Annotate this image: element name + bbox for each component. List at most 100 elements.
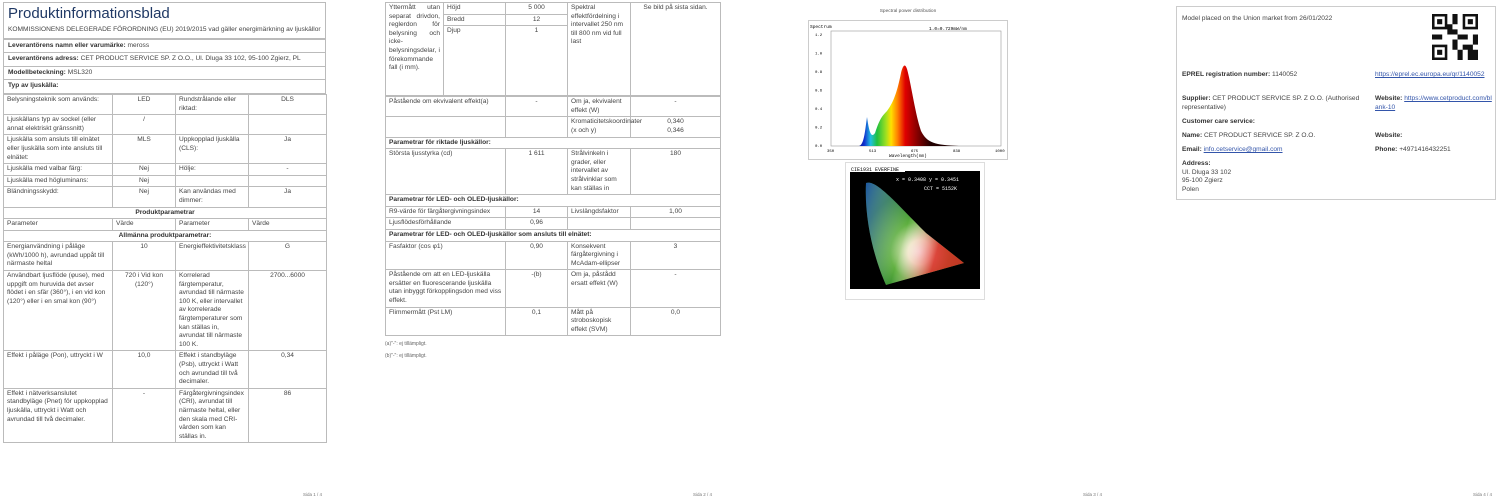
spectrum-y-tick: 0.4 xyxy=(815,108,823,112)
meta-row: Typ av ljuskälla: xyxy=(3,79,326,94)
parameter-label: Största ljusstyrka (cd) xyxy=(385,148,506,196)
parameter-label: Flimmermått (Pst LM) xyxy=(385,306,506,337)
spectrum-y-tick: 1.0 xyxy=(815,53,823,57)
spectrum-x-tick: 675 xyxy=(911,150,919,154)
parameter-label: Påstående om att en LED-ljuskälla ersätt… xyxy=(385,269,506,308)
dim-name: Djup xyxy=(443,25,506,97)
table-row: Påstående om att en LED-ljuskälla ersätt… xyxy=(385,269,721,308)
spectrum-ylabel: Spectrum xyxy=(810,24,832,30)
dim-name: Bredd xyxy=(443,13,506,27)
spectrum-x-tick: 513 xyxy=(869,150,877,154)
parameter-label: Rundstrålande eller riktad: xyxy=(175,93,249,116)
parameter-value xyxy=(248,114,327,136)
parameter-label: Belysningsteknik som används: xyxy=(3,93,113,116)
meta-value: meross xyxy=(127,41,150,49)
spectrum-y-tick: 0.6 xyxy=(815,90,823,94)
table-row: Bländningsskydd: Nej Kan användas med dimm… xyxy=(3,186,327,208)
meta-row: Leverantörens namn eller varumärke: mero… xyxy=(3,38,326,54)
eprel-link[interactable]: https://eprel.ec.europa.eu/qr/1140052 xyxy=(1375,71,1485,78)
led-parameters-table: Påstående om ekvivalent effekt(a) - Om ja,… xyxy=(385,96,721,337)
meta-value: CET PRODUCT SERVICE SP. Z O.O., Ul. Dlug… xyxy=(80,55,301,63)
parameter-value: 1 611 xyxy=(505,148,568,196)
parameter-label: Konsekvent färgåtergivning i McAdam-elli… xyxy=(567,240,631,271)
spectrum-x-tick: 350 xyxy=(827,150,835,154)
table-row: R9-värde för färgåtergivningsindex 14 Livs… xyxy=(385,205,721,219)
parameter-label: Korrelerad färgtemperatur, avrundad till… xyxy=(175,270,249,352)
meta-cell: Leverantörens adress: CET PRODUCT SERVIC… xyxy=(3,52,326,67)
cie-coords: x = 0.3408 y = 0.3451 xyxy=(896,177,959,183)
cie-diagram-image: CIE1931 EVERFINE x = 0.3408 y = 0.3451 C… xyxy=(845,162,985,300)
page-4-contact-box: Model placed on the Union market from 26… xyxy=(1176,6,1496,200)
parameter-value: DLS xyxy=(248,93,327,116)
eprel-label: EPREL registration number: xyxy=(1182,71,1271,78)
parameter-label xyxy=(385,116,506,138)
table-row: Belysningsteknik som används: LED Rundstrå… xyxy=(3,93,327,116)
meta-label: Modellbeteckning: xyxy=(8,68,66,76)
product-parameters-table: Belysningsteknik som används: LED Rundstrå… xyxy=(3,93,327,444)
section-heading: Parametrar för riktade ljuskällor: xyxy=(385,136,721,150)
table-row: Ljuskällans typ av sockel (eller annat e… xyxy=(3,114,327,136)
parameter-label: Ljuskälla med valbar färg: xyxy=(3,163,113,176)
table-row: Största ljusstyrka (cd) 1 611 Strålvinkeln… xyxy=(385,148,721,196)
footnote: (b)"-": ej tillämpligt. xyxy=(385,353,427,360)
page-number: Sida 4 / 4 xyxy=(1473,492,1493,497)
spectrum-image: Spectrum 1.0=0.729mW/nm Wavelength(nm) 3… xyxy=(808,20,1008,160)
spectrum-curve xyxy=(831,65,959,146)
parameter-value: - xyxy=(630,96,721,118)
parameter-label: Ljusflödesförhållande xyxy=(385,217,506,230)
qr-code-icon[interactable] xyxy=(1432,14,1478,60)
parameter-label: Ljuskälla som ansluts till elnätet eller… xyxy=(3,134,113,165)
parameter-value: Ja xyxy=(248,134,327,165)
parameter-value: 14 xyxy=(505,205,568,219)
parameter-value: 3 xyxy=(630,240,721,271)
parameter-value: Värde xyxy=(112,218,176,231)
parameter-value: Nej xyxy=(112,186,176,208)
parameter-label: Energieffektivitetsklass xyxy=(175,241,249,272)
parameter-value xyxy=(630,217,721,230)
parameter-label: Användbart ljusflöde (φuse), med uppgift… xyxy=(3,270,113,352)
dim-value: 12 xyxy=(505,13,568,27)
page-number: Sida 2 / 4 xyxy=(693,492,713,497)
meta-value: MSL320 xyxy=(67,68,93,76)
section-heading: Parametrar för LED- och OLED-ljuskällor: xyxy=(385,194,721,207)
website-link[interactable]: https://www.cetproduct.com/blank-10 xyxy=(1375,95,1492,111)
phone-label: Phone: xyxy=(1375,146,1398,153)
regulation-text: KOMMISSIONENS DELEGERADE FÖRORDNING (EU)… xyxy=(3,25,326,39)
table-row: Ljuskälla som ansluts till elnätet eller… xyxy=(3,134,327,165)
parameter-value: Nej xyxy=(112,174,176,188)
table-row: Påstående om ekvivalent effekt(a) - Om ja,… xyxy=(385,96,721,118)
parameter-value: - xyxy=(112,387,176,444)
table-heading: Allmänna produktparametrar: xyxy=(3,229,327,243)
spectral-label: Spektral effektfördelning i intervallet … xyxy=(567,1,631,97)
spectrum-xlabel: Wavelength(nm) xyxy=(889,153,927,159)
parameter-label: Påstående om ekvivalent effekt(a) xyxy=(385,96,506,118)
parameter-value: 86 xyxy=(248,387,327,444)
email-link[interactable]: info.cetservice@gmail.com xyxy=(1203,146,1283,153)
spectrum-note: 1.0=0.729mW/nm xyxy=(929,26,967,32)
spectrum-x-tick: 838 xyxy=(953,150,961,154)
dim-value: 1 xyxy=(505,25,568,97)
parameter-label: Färgåtergivningsindex (CRI), avrundat ti… xyxy=(175,387,249,444)
table-row: Parametrar för LED- och OLED-ljuskällor: xyxy=(385,194,721,207)
parameter-label: Kan användas med dimmer: xyxy=(175,186,249,208)
dimensions-label: Yttermått utan separat drivdon, reglerdo… xyxy=(385,1,444,97)
parameter-value: 180 xyxy=(630,148,721,196)
table-row: Flimmermått (Pst LM) 0,1 Mått på strobosko… xyxy=(385,306,721,337)
eprel-value: 1140052 xyxy=(1272,71,1298,78)
table-heading: Produktparametrar xyxy=(3,206,327,220)
parameter-value: 1,00 xyxy=(630,205,721,219)
parameter-value: / xyxy=(112,114,176,136)
parameter-label: Parameter xyxy=(3,218,113,231)
spectrum-plot: Spectrum 1.0=0.729mW/nm Wavelength(nm) 3… xyxy=(810,24,1005,159)
parameter-label: Ljuskälla med högluminans: xyxy=(3,174,113,188)
address-line: Ul. Dluga 33 102 xyxy=(1182,168,1232,176)
supplier-label: Supplier: xyxy=(1182,95,1211,102)
table-row: Ljuskälla med högluminans: Nej xyxy=(3,174,327,188)
parameter-label xyxy=(175,114,249,136)
spectrum-y-tick: 1.2 xyxy=(815,34,823,38)
phone-value: +4971416432251 xyxy=(1399,146,1451,153)
parameter-value: 0,96 xyxy=(505,217,568,230)
page-title: Produktinformationsblad xyxy=(8,5,170,22)
parameter-label: Bländningsskydd: xyxy=(3,186,113,208)
table-row: Energianvändning i påläge (kWh/1000 h), … xyxy=(3,241,327,272)
